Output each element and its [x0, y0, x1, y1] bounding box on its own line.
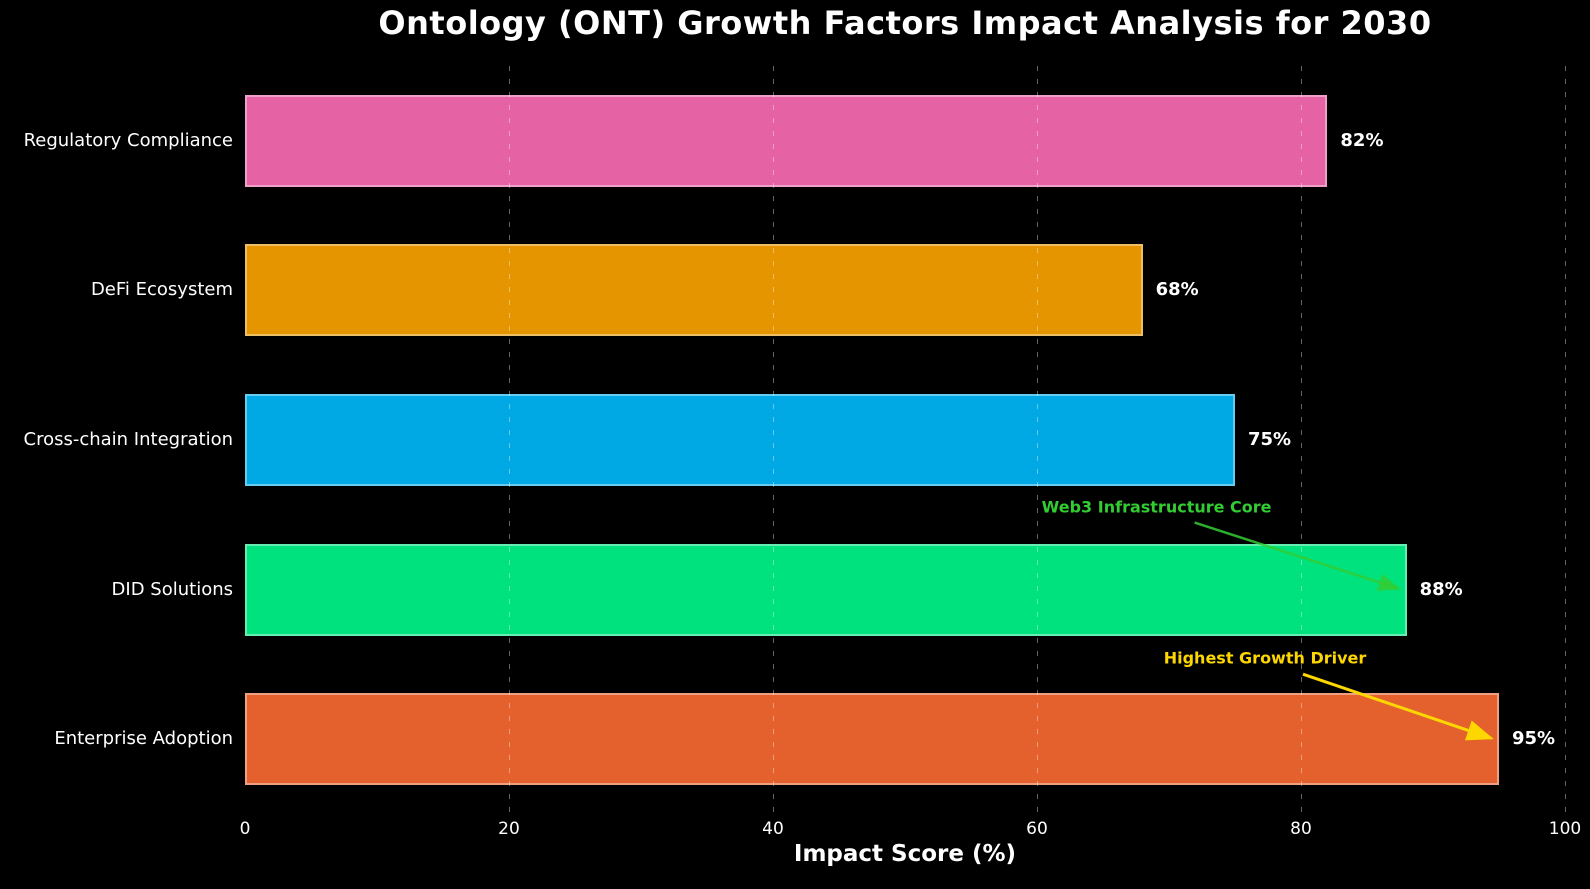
- x-tick-label: 80: [1290, 819, 1312, 839]
- bar: [245, 693, 1499, 786]
- category-label: Cross-chain Integration: [23, 429, 234, 450]
- gridline-20: [508, 66, 510, 814]
- bar: [245, 94, 1328, 187]
- category-label: Enterprise Adoption: [54, 728, 233, 750]
- annotation-text: Highest Growth Driver: [1163, 648, 1367, 668]
- x-tick-label: 40: [762, 819, 784, 839]
- gridline-100: [1564, 66, 1566, 814]
- category-label: Regulatory Compliance: [23, 129, 233, 151]
- chart-title: Ontology (ONT) Growth Factors Impact Ana…: [378, 4, 1432, 42]
- value-label: 88%: [1419, 578, 1463, 600]
- x-tick-label: 20: [498, 819, 520, 839]
- gridline-60: [1036, 66, 1038, 814]
- gridline-80: [1300, 66, 1302, 814]
- x-tick-label: 100: [1548, 819, 1582, 839]
- value-label: 82%: [1340, 129, 1384, 151]
- bar: [245, 394, 1235, 486]
- bar: [245, 244, 1143, 337]
- category-label: DID Solutions: [111, 578, 233, 600]
- value-label: 95%: [1512, 728, 1556, 750]
- value-label: 75%: [1248, 429, 1292, 450]
- gridline-40: [772, 66, 774, 814]
- value-label: 68%: [1155, 279, 1199, 301]
- category-label: DeFi Ecosystem: [90, 279, 233, 301]
- annotation-text: Web3 Infrastructure Core: [1041, 497, 1272, 517]
- x-axis-title: Impact Score (%): [793, 841, 1017, 867]
- x-tick-label: 0: [239, 819, 251, 839]
- bar: [245, 543, 1407, 636]
- x-tick-label: 60: [1026, 819, 1048, 839]
